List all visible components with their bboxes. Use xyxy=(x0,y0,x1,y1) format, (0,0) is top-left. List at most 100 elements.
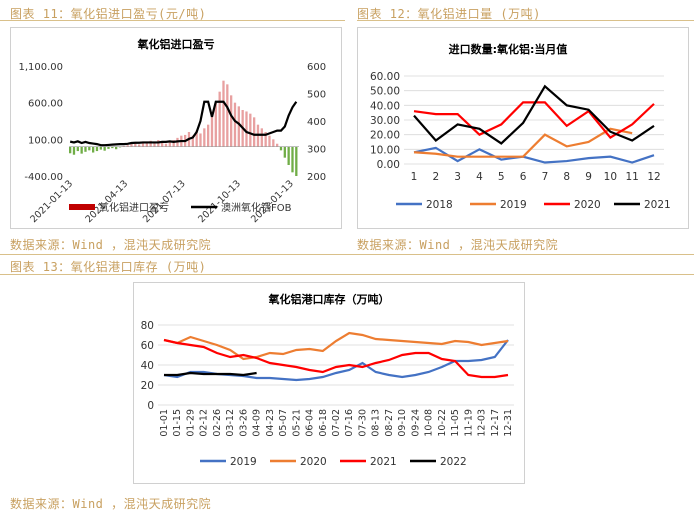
x-axis-tick-label: 10-08 xyxy=(424,409,435,437)
right-axis-tick-label: 400 xyxy=(307,117,326,128)
x-axis-tick-label: 03-26 xyxy=(238,409,249,437)
fob-price-line xyxy=(69,100,298,147)
legend-label-2022: 2022 xyxy=(440,456,467,468)
profit-bar xyxy=(141,143,145,147)
y-axis-tick-label: 80 xyxy=(141,320,154,332)
chart-title: 氧化铝进口盈亏 xyxy=(137,37,215,51)
legend-label-2020: 2020 xyxy=(574,199,601,211)
legend-label-2020: 2020 xyxy=(300,456,327,468)
profit-bar xyxy=(226,84,229,147)
series-line-2022 xyxy=(164,371,257,377)
profit-bar xyxy=(168,141,171,147)
profit-bar xyxy=(164,143,168,147)
legend-label-fob: 澳洲氧化铝FOB xyxy=(221,201,292,214)
profit-bar xyxy=(126,145,129,147)
y-axis-tick-label: 50.00 xyxy=(370,86,400,98)
profit-bar xyxy=(264,132,267,147)
profit-bar xyxy=(76,146,79,152)
x-axis-tick-label: 04-23 xyxy=(265,409,276,437)
legend-label-2021: 2021 xyxy=(644,199,671,211)
title-divider-top xyxy=(0,20,345,21)
profit-bar xyxy=(222,80,225,147)
series-line-2021 xyxy=(163,338,509,379)
series-line-2018 xyxy=(413,146,655,164)
x-axis-tick-label: 11-05 xyxy=(450,409,461,437)
x-axis-tick-label: 8 xyxy=(563,171,570,183)
x-axis-tick-label: 11 xyxy=(625,171,638,183)
left-axis-tick-label: 1,100.00 xyxy=(18,62,63,73)
x-axis-tick-label: 07-02 xyxy=(331,409,342,437)
profit-bar xyxy=(214,102,217,147)
x-axis-tick-label: 03-12 xyxy=(225,409,236,437)
y-axis-tick-label: 60.00 xyxy=(370,71,400,83)
profit-bar xyxy=(88,146,91,151)
y-axis-tick-label: 0.00 xyxy=(377,159,400,171)
profit-bar xyxy=(291,146,294,173)
x-axis-tick-label: 01-29 xyxy=(185,409,196,437)
profit-bar xyxy=(283,146,286,158)
profit-bar xyxy=(253,117,256,147)
profit-bar xyxy=(199,133,202,147)
chart-title: 氧化铝港口库存（万吨） xyxy=(268,292,390,306)
y-axis-tick-label: 0 xyxy=(147,400,154,412)
legend-swatch-profit xyxy=(69,204,95,210)
x-axis-tick-label: 9 xyxy=(585,171,592,183)
profit-bar xyxy=(115,146,118,150)
y-axis-tick-label: 30.00 xyxy=(370,115,400,127)
legend-label-2021: 2021 xyxy=(370,456,397,468)
profit-bar xyxy=(107,146,110,149)
chart-port-inventory: 氧化铝港口库存（万吨） 80 60 40 20 0 01-01 01-15 01-29 02-12… xyxy=(141,292,514,468)
right-axis-tick-label: 200 xyxy=(307,172,326,183)
x-axis-tick-label: 10 xyxy=(604,171,617,183)
profit-bar xyxy=(260,128,263,147)
x-axis-tick-label: 12-17 xyxy=(490,409,501,437)
profit-bar xyxy=(103,146,106,151)
profit-bar xyxy=(245,111,248,147)
figure-13-title: 图表 13：氧化铝港口库存 (万吨) xyxy=(10,260,207,274)
profit-bar xyxy=(149,140,152,147)
chart-title: 进口数量:氧化铝:当月值 xyxy=(449,42,568,56)
profit-bar xyxy=(92,146,95,153)
left-axis-tick-label: 600.00 xyxy=(28,99,63,110)
x-axis-tick-label: 08-13 xyxy=(371,409,382,437)
x-axis-tick-label: 11-19 xyxy=(463,409,474,437)
profit-bar xyxy=(134,142,137,147)
profit-bar xyxy=(276,143,279,147)
mid-divider xyxy=(0,254,694,255)
x-axis-tick-label: 02-26 xyxy=(212,409,223,437)
legend-label-2019: 2019 xyxy=(230,456,257,468)
profit-bar xyxy=(145,141,148,147)
x-axis-tick-label: 02-12 xyxy=(199,409,210,437)
left-axis-tick-label: 100.00 xyxy=(28,135,63,146)
y-axis-tick-label: 40.00 xyxy=(370,100,400,112)
profit-bar xyxy=(268,135,271,147)
title-divider-top-right xyxy=(357,20,694,21)
chart-panel-import-profit: 氧化铝进口盈亏 1,100.00 600.00 100.00 -400.00 600 500… xyxy=(10,27,342,229)
y-axis-tick-label: 10.00 xyxy=(370,144,400,156)
left-axis-tick-label: -400.00 xyxy=(24,172,63,183)
profit-bar xyxy=(191,135,194,147)
x-axis-tick-label: 08-27 xyxy=(384,409,395,437)
profit-bar xyxy=(203,128,206,147)
x-axis-tick-label: 09-24 xyxy=(410,409,421,437)
x-axis-tick-label: 09-10 xyxy=(397,409,408,437)
profit-bar xyxy=(249,113,252,147)
figure-13-divider xyxy=(0,274,694,275)
x-axis-tick-label: 06-04 xyxy=(305,409,316,437)
profit-bar xyxy=(218,91,221,147)
profit-bar xyxy=(72,146,76,155)
x-axis-tick-label: 2 xyxy=(432,171,439,183)
series-line-2020 xyxy=(413,101,655,140)
profit-bar xyxy=(272,139,275,147)
figure-12-title: 图表 12：氧化铝进口量 (万吨) xyxy=(357,7,541,21)
profit-bar xyxy=(130,143,133,147)
x-axis-tick-label: 10-22 xyxy=(437,409,448,437)
legend-label-2018: 2018 xyxy=(426,199,453,211)
x-axis-tick-label: 2022-01-13 xyxy=(249,178,296,225)
y-axis-tick-label: 40 xyxy=(141,360,154,372)
profit-bar xyxy=(161,142,164,147)
chart-panel-import-volume: 进口数量:氧化铝:当月值 60.00 50.00 40.00 30.00 2 0.00 10.… xyxy=(357,27,689,229)
x-axis-tick-label: 07-16 xyxy=(344,409,355,437)
x-axis-tick-label: 01-15 xyxy=(172,409,183,437)
profit-bar xyxy=(95,146,99,152)
